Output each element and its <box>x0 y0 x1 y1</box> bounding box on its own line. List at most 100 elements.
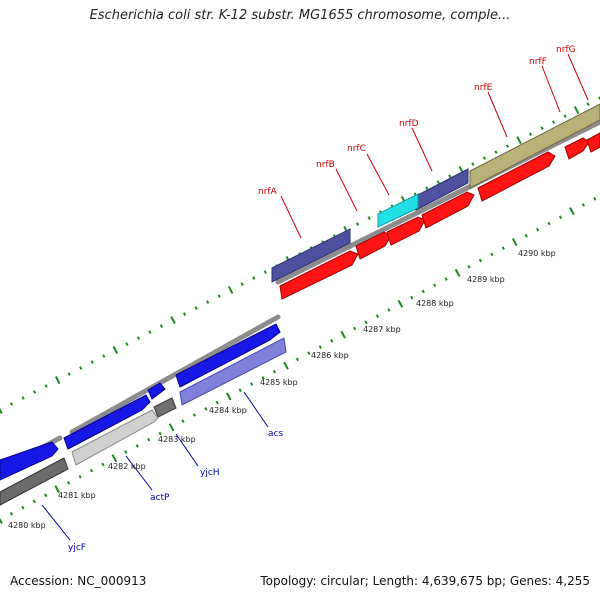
tick-mark <box>0 517 3 524</box>
tick-mark <box>581 203 585 207</box>
tick-mark <box>397 299 404 308</box>
tick-mark <box>168 423 175 432</box>
feature-red-1[interactable] <box>279 250 359 300</box>
map-title: Escherichia coli str. K-12 substr. MG165… <box>89 8 511 23</box>
tick-mark <box>135 444 139 448</box>
kbp-label: 4283 kbp <box>158 435 196 444</box>
gene-labels-top: nrfA nrfB nrfC nrfD nrfE nrfF nrfG <box>258 45 576 197</box>
feature-red-4[interactable] <box>421 191 475 229</box>
tick-mark <box>78 474 82 479</box>
tick-mark <box>192 413 197 417</box>
tick-mark <box>272 369 277 374</box>
tick-mark <box>436 180 440 184</box>
topology-summary: Topology: circular; Length: 4,639,675 bp… <box>260 574 590 588</box>
tick-mark <box>238 388 242 393</box>
gene-label-nrfG[interactable]: nrfG <box>556 45 576 55</box>
feature-gray-left[interactable] <box>0 457 69 506</box>
feature-cyan[interactable] <box>377 193 419 228</box>
tick-mark <box>79 366 83 370</box>
feature-light-blue[interactable] <box>179 337 287 406</box>
tick-mark <box>21 396 25 400</box>
tick-mark <box>563 114 567 118</box>
tick-mark <box>148 330 152 334</box>
tick-mark <box>9 402 14 406</box>
tick-mark <box>9 512 14 516</box>
gene-label-nrfE[interactable]: nrfE <box>474 83 493 93</box>
accession-text: Accession: NC_000913 <box>10 574 147 588</box>
feature-red-5[interactable] <box>477 151 556 202</box>
tick-mark <box>454 268 461 277</box>
feature-dark-blue-2[interactable] <box>271 228 351 283</box>
tick-mark <box>102 354 106 358</box>
tick-mark <box>181 419 185 423</box>
tick-mark <box>147 437 151 442</box>
tick-mark <box>250 382 254 386</box>
tick-mark <box>307 351 311 355</box>
kbp-label: 4281 kbp <box>58 491 96 500</box>
tick-mark <box>536 227 540 232</box>
gene-label-nrfF[interactable]: nrfF <box>529 57 547 67</box>
tick-mark <box>516 136 522 145</box>
feature-blue-acs-a[interactable] <box>175 323 281 388</box>
tick-mark <box>182 312 187 316</box>
tick-mark <box>67 372 71 376</box>
gene-label-acs[interactable]: acs <box>268 429 283 439</box>
gene-labels-bottom: yjcF actP yjcH acs <box>68 429 283 553</box>
feature-blue-long[interactable] <box>63 394 151 450</box>
tick-mark <box>226 392 232 401</box>
gene-label-yjcF[interactable]: yjcF <box>68 543 86 553</box>
kbp-label: 4287 kbp <box>363 325 401 334</box>
tick-mark <box>21 505 25 510</box>
feature-red-2[interactable] <box>355 231 392 260</box>
kbp-label: 4289 kbp <box>467 275 505 284</box>
gene-label-nrfD[interactable]: nrfD <box>399 119 419 129</box>
tick-mark <box>375 314 380 318</box>
tick-mark <box>252 276 256 280</box>
tick-mark <box>494 150 498 154</box>
gene-label-actP[interactable]: actP <box>150 493 170 503</box>
kbp-label: 4282 kbp <box>108 462 146 471</box>
feature-dark-gray[interactable] <box>153 397 177 418</box>
gene-label-nrfB[interactable]: nrfB <box>316 160 335 170</box>
gene-label-yjcH[interactable]: yjcH <box>200 468 220 478</box>
kbp-label: 4286 kbp <box>311 351 349 360</box>
tick-mark <box>261 376 265 380</box>
tick-mark <box>217 294 221 298</box>
tick-mark <box>194 306 198 310</box>
tick-mark <box>490 252 494 257</box>
tick-mark <box>111 454 118 463</box>
tick-mark <box>586 102 590 106</box>
tick-mark <box>573 106 580 115</box>
gene-label-nrfC[interactable]: nrfC <box>347 144 366 154</box>
tick-mark <box>433 283 437 288</box>
feature-blue-small[interactable] <box>147 382 166 400</box>
tick-mark <box>240 282 244 286</box>
tick-mark <box>32 499 36 504</box>
tick-mark <box>54 376 61 385</box>
tick-mark <box>125 342 129 346</box>
kbp-label: 4290 kbp <box>518 249 556 258</box>
tick-mark <box>33 390 37 394</box>
tick-mark <box>482 156 486 160</box>
tick-mark <box>547 221 551 226</box>
tick-mark <box>558 215 563 220</box>
tick-mark <box>159 324 164 328</box>
tick-mark <box>90 360 94 364</box>
feature-red-6[interactable] <box>564 137 590 160</box>
tick-mark <box>124 450 128 454</box>
tick-mark <box>355 222 360 226</box>
feature-red-3[interactable] <box>386 216 426 246</box>
feature-light-gray[interactable] <box>71 409 159 466</box>
feature-blue-left[interactable] <box>0 441 59 481</box>
tick-mark <box>511 238 518 247</box>
kbp-label: 4288 kbp <box>416 299 454 308</box>
scale-labels: 4280 kbp 4281 kbp 4282 kbp 4283 kbp 4284… <box>8 249 556 530</box>
tick-mark <box>593 197 597 201</box>
feature-red-7[interactable] <box>586 132 600 153</box>
tick-mark <box>387 308 391 312</box>
tick-mark <box>505 144 510 148</box>
feature-olive[interactable] <box>469 103 600 189</box>
tick-mark <box>54 485 60 494</box>
gene-label-nrfA[interactable]: nrfA <box>258 187 278 197</box>
